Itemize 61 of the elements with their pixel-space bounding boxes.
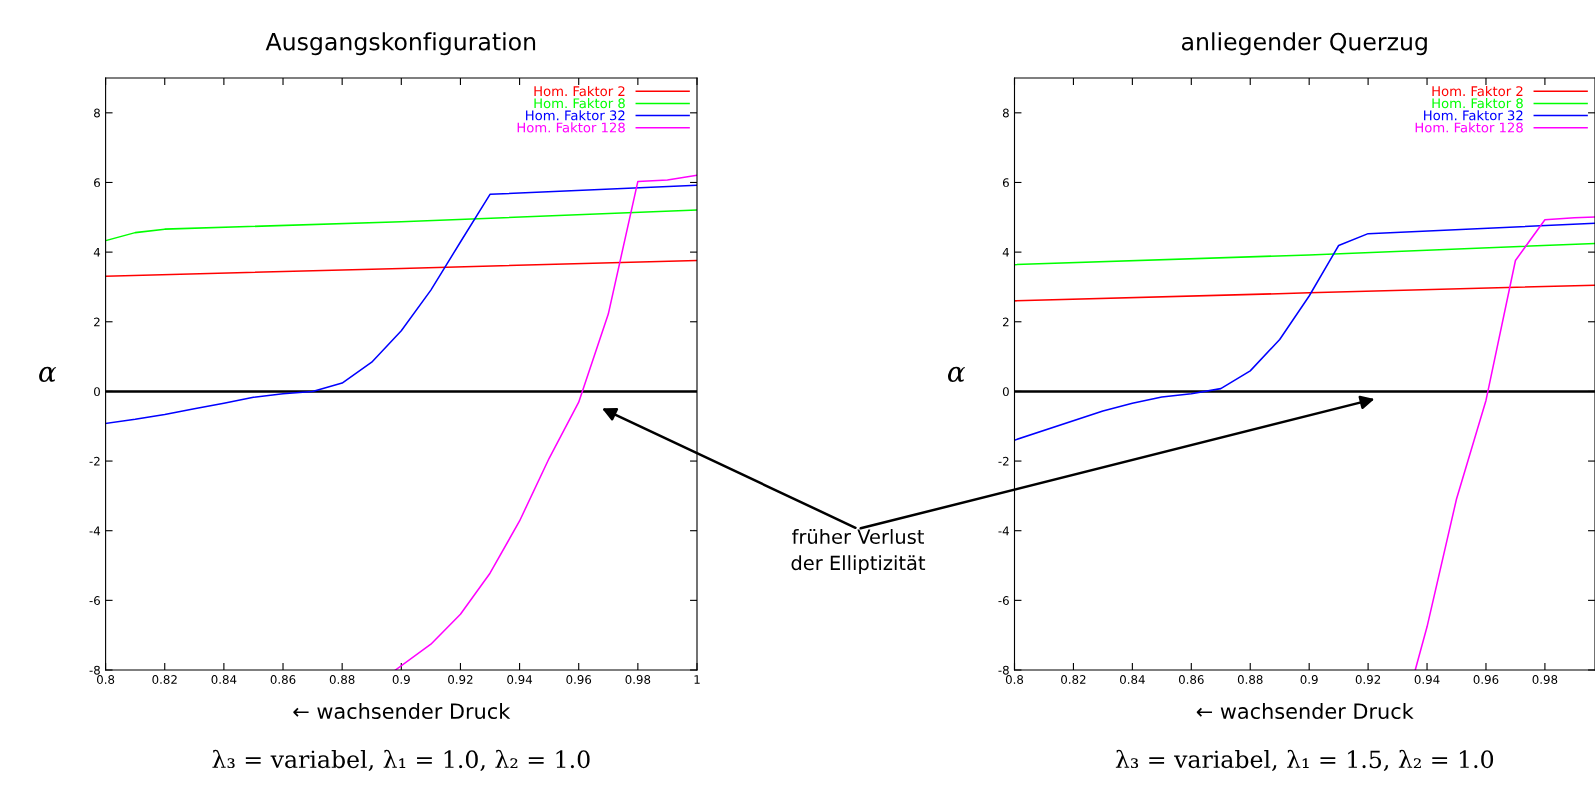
x-tick-label: 0.96 [566,675,592,684]
x-tick-label: 0.98 [1532,675,1558,684]
x-tick-label: 0.94 [1414,675,1440,684]
line-series [105,184,697,425]
line-series [1014,222,1595,441]
x-tick-label: 0.82 [152,675,177,684]
x-tick-label: 0.82 [1061,675,1086,684]
x-tick-label: 0.94 [507,675,533,684]
y-tick-label: 2 [94,317,100,327]
x-tick-label: 0.96 [1473,675,1499,684]
x-tick-label: 0.8 [1005,675,1024,684]
text: λ₃ = variabel, λ₁ = 1.0, λ₂ = 1.0 [212,749,590,772]
x-axis-title: ← wachsender Druck [293,702,511,720]
chart-title: Ausgangskonfiguration [265,32,536,56]
y-axis-title: α [39,366,57,382]
text: früher Verlust der Elliptizität [791,529,926,575]
legend-label: Hom. Faktor 32 [1424,110,1523,121]
x-tick-label: 0.84 [1120,675,1145,684]
x-tick-label: 0.84 [211,675,237,684]
y-tick-label: -4 [998,526,1009,536]
x-tick-label: 0.92 [1355,675,1381,684]
y-tick-label: -8 [89,665,100,675]
y-tick-label: -4 [89,526,101,536]
x-tick-label: 0.98 [625,675,651,684]
y-tick-label: 6 [1002,178,1009,188]
x-tick-label: 0.9 [1300,675,1318,684]
y-tick-label: 4 [1002,248,1009,257]
chart-title: anliegender Querzug [1181,32,1427,56]
x-tick-label: 0.88 [329,675,355,684]
text: λ₃ = variabel, λ₁ = 1.5, λ₂ = 1.0 [1115,749,1494,772]
line-series [394,174,697,670]
x-tick-label: 0.86 [1178,675,1204,684]
x-tick-label: 0.8 [96,675,115,684]
legend-label: Hom. Faktor 8 [1432,98,1523,109]
y-tick-label: 4 [93,248,101,257]
x-tick-label: 1 [694,675,700,684]
x-tick-label: 0.86 [270,675,296,684]
x-axis-title: ← wachsender Druck [1196,702,1414,720]
legend-label: Hom. Faktor 128 [517,122,625,133]
x-tick-label: 0.92 [448,675,473,684]
y-tick-label: -6 [89,596,100,606]
legend-label: Hom. Faktor 2 [534,85,625,97]
y-tick-label: -8 [998,665,1009,675]
line-series [105,209,697,242]
y-tick-label: 0 [94,387,100,397]
y-tick-label: 8 [94,108,100,118]
legend-label: Hom. Faktor 2 [1432,85,1523,97]
y-axis-title: α [947,366,966,382]
line-series [1414,216,1595,670]
legend-label: Hom. Faktor 128 [1415,122,1523,133]
y-tick-label: -2 [89,456,100,466]
y-tick-label: 6 [94,178,100,188]
y-tick-label: 0 [1002,387,1009,397]
legend-label: Hom. Faktor 8 [534,98,625,109]
y-tick-label: 2 [1002,317,1009,327]
x-tick-label: 0.9 [392,675,410,684]
y-tick-label: -2 [998,456,1009,466]
y-tick-label: 8 [1002,108,1009,118]
y-tick-label: -6 [998,596,1009,606]
legend-label: Hom. Faktor 32 [526,110,625,121]
x-tick-label: 0.88 [1237,675,1263,684]
